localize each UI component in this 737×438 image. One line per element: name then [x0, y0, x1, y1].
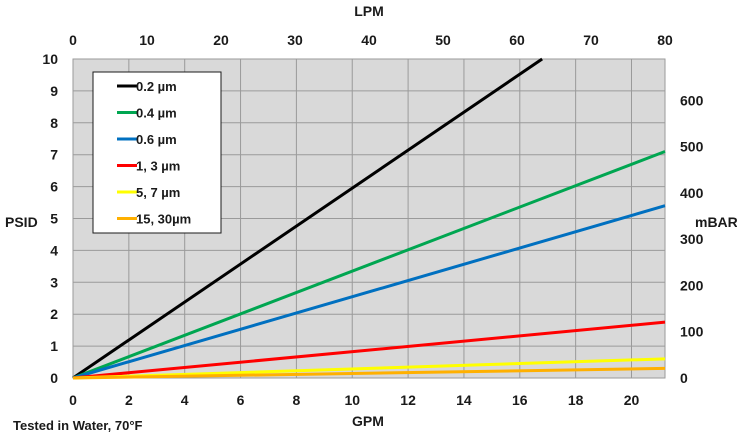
x-tick-label: 12 [400, 392, 416, 408]
series-line-6 [72, 366, 666, 380]
y-tick-label: 4 [50, 242, 58, 258]
x-tick-label: 0 [69, 392, 77, 408]
y2-axis-title: mBAR [695, 214, 737, 230]
x2-tick-label: 30 [287, 32, 303, 48]
x-tick-label: 10 [344, 392, 360, 408]
y-tick-label: 9 [50, 83, 58, 99]
y2-tick-label: 200 [680, 277, 704, 293]
x2-tick-label: 40 [361, 32, 377, 48]
series-line-3 [72, 204, 666, 380]
x2-tick-label: 50 [435, 32, 451, 48]
x-tick-label: 18 [568, 392, 584, 408]
series-line-1 [72, 57, 543, 380]
x-tick-label: 8 [292, 392, 300, 408]
y-tick-label: 8 [50, 115, 58, 131]
plot-border [72, 58, 666, 379]
x-tick-label: 6 [237, 392, 245, 408]
legend-label-1: 0.2 µm [136, 79, 177, 94]
x-tick-label: 2 [125, 392, 133, 408]
x2-tick-label: 20 [213, 32, 229, 48]
y-tick-label: 3 [50, 274, 58, 290]
x-tick-label: 20 [624, 392, 640, 408]
y2-tick-label: 300 [680, 231, 704, 247]
y2-tick-label: 400 [680, 185, 704, 201]
y-tick-label: 2 [50, 306, 58, 322]
y-tick-label: 10 [42, 51, 58, 67]
y-tick-label: 0 [50, 370, 58, 386]
y-tick-label: 6 [50, 179, 58, 195]
x2-tick-label: 0 [69, 32, 77, 48]
series-line-2 [72, 150, 666, 380]
footnote: Tested in Water, 70°F [13, 418, 143, 433]
x2-tick-label: 60 [509, 32, 525, 48]
x2-tick-label: 80 [657, 32, 673, 48]
x2-axis-title: LPM [354, 3, 384, 19]
legend-box [92, 71, 222, 234]
y2-tick-label: 500 [680, 139, 704, 155]
y-tick-label: 1 [50, 338, 58, 354]
y2-tick-label: 0 [680, 370, 688, 386]
legend-label-4: 1, 3 µm [136, 159, 180, 174]
x-tick-label: 14 [456, 392, 472, 408]
series-line-4 [72, 320, 666, 380]
x-tick-label: 16 [512, 392, 528, 408]
x-tick-label: 4 [181, 392, 189, 408]
legend-label-5: 5, 7 µm [136, 185, 180, 200]
x-axis-title: GPM [352, 413, 384, 429]
legend-label-3: 0.6 µm [136, 132, 177, 147]
y2-tick-label: 600 [680, 92, 704, 108]
series-line-5 [72, 357, 666, 380]
y-axis-title: PSID [5, 214, 38, 230]
x2-tick-label: 70 [583, 32, 599, 48]
y-tick-label: 7 [50, 147, 58, 163]
y2-tick-label: 100 [680, 324, 704, 340]
x2-tick-label: 10 [139, 32, 155, 48]
legend-label-6: 15, 30µm [136, 212, 191, 227]
y-tick-label: 5 [50, 211, 58, 227]
legend-label-2: 0.4 µm [136, 106, 177, 121]
